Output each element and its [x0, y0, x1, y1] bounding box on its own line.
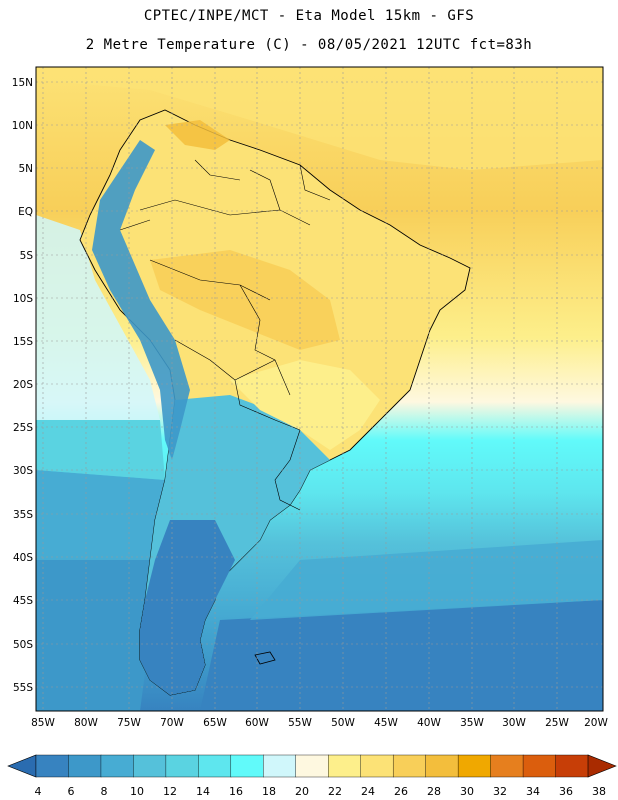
lat-label: 20S: [13, 379, 33, 391]
map-frame: [35, 66, 604, 712]
central-south-warm: [230, 360, 380, 450]
lat-label: EQ: [18, 206, 33, 218]
temperature-map: 15N 10N 5N EQ 5S 10S 15S 20S 25S 30S 35S…: [12, 66, 608, 729]
colorbar-label: 10: [130, 785, 144, 798]
colorbar-cell: [133, 754, 167, 778]
colorbar-label: 22: [328, 785, 342, 798]
lat-label: 5S: [20, 250, 34, 262]
lat-label: 35S: [13, 509, 33, 521]
colorbar-label: 28: [427, 785, 441, 798]
lon-label: 65W: [203, 717, 227, 729]
lat-label: 40S: [13, 552, 33, 564]
colorbar-label: 6: [68, 785, 75, 798]
lon-label: 45W: [374, 717, 398, 729]
lat-label: 15S: [13, 336, 33, 348]
latitude-labels: 15N 10N 5N EQ 5S 10S 15S 20S 25S 30S 35S…: [12, 77, 34, 694]
lon-label: 85W: [31, 717, 55, 729]
colorbar-cell: [35, 754, 69, 778]
lon-label: 25W: [545, 717, 569, 729]
left-arrow-icon: [7, 754, 37, 778]
colorbar-cell: [360, 754, 394, 778]
title-line-2: 2 Metre Temperature (C) - 08/05/2021 12U…: [85, 37, 533, 53]
lat-label: 55S: [13, 682, 33, 694]
title-line-1: CPTEC/INPE/MCT - Eta Model 15km - GFS: [143, 8, 475, 24]
colorbar-cell: [490, 754, 524, 778]
lon-label: 55W: [288, 717, 312, 729]
lon-label: 35W: [460, 717, 484, 729]
colorbar-cell: [522, 754, 557, 778]
lon-label: 70W: [160, 717, 184, 729]
colorbar-label: 36: [559, 785, 573, 798]
lon-label: 30W: [502, 717, 526, 729]
colorbar-cells: [35, 754, 589, 778]
atlantic-mid-band: [250, 540, 603, 620]
lat-label: 30S: [13, 465, 33, 477]
colorbar-label: 20: [295, 785, 309, 798]
colorbar-label: 14: [196, 785, 210, 798]
colorbar-labels: 4 6 8 10 12 14 16 18 20 22 24 26 28 30 3…: [35, 785, 607, 798]
brazil-interior-warm: [150, 250, 340, 350]
colorbar-label: 26: [394, 785, 408, 798]
colorbar-label: 34: [526, 785, 540, 798]
warm-north-band: [36, 67, 603, 170]
lat-label: 25S: [13, 422, 33, 434]
colorbar-cell: [230, 754, 264, 778]
graticule: [36, 67, 603, 711]
colorbar-cell: [100, 754, 134, 778]
longitude-labels: 85W 80W 75W 70W 65W 60W 55W 50W 45W 40W …: [31, 717, 608, 729]
colorbar-cell: [392, 754, 427, 778]
pacific-mid-band: [36, 470, 165, 560]
colorbar-cell: [328, 754, 362, 778]
lon-label: 20W: [584, 717, 608, 729]
lon-label: 40W: [417, 717, 441, 729]
patagonia-colder: [140, 520, 235, 695]
colorbar-cell: [555, 754, 589, 778]
right-arrow-icon: [587, 754, 617, 778]
colorbar-label: 8: [101, 785, 108, 798]
falkland-islands: [254, 651, 276, 665]
colorbar: 4 6 8 10 12 14 16 18 20 22 24 26 28 30 3…: [7, 754, 617, 798]
colorbar-cell: [425, 754, 459, 778]
lon-label: 60W: [245, 717, 269, 729]
lat-label: 15N: [12, 77, 33, 89]
lon-label: 50W: [331, 717, 355, 729]
colorbar-label: 32: [493, 785, 507, 798]
colorbar-label: 24: [361, 785, 375, 798]
colorbar-label: 30: [460, 785, 474, 798]
colorbar-cell: [68, 754, 102, 778]
colorbar-cell: [263, 754, 297, 778]
lon-label: 80W: [74, 717, 98, 729]
country-borders: [119, 159, 331, 511]
colorbar-cell: [198, 754, 232, 778]
atlantic-south-cold: [200, 600, 603, 711]
north-coast-hot: [165, 120, 230, 150]
pacific-cyan-band: [36, 420, 165, 480]
lat-label: 10S: [13, 293, 33, 305]
colorbar-label: 16: [229, 785, 243, 798]
lon-label: 75W: [117, 717, 141, 729]
lat-label: 5N: [18, 163, 33, 175]
colorbar-label: 18: [262, 785, 276, 798]
colorbar-label: 38: [592, 785, 606, 798]
colorbar-cell: [165, 754, 199, 778]
lat-label: 50S: [13, 639, 33, 651]
colorbar-cell: [457, 754, 492, 778]
andes-cold-strip: [92, 140, 190, 460]
lat-label: 45S: [13, 595, 33, 607]
map-field: [36, 67, 603, 711]
colorbar-label: 4: [35, 785, 42, 798]
lat-label: 10N: [12, 120, 33, 132]
colorbar-cell: [295, 754, 329, 778]
colorbar-label: 12: [163, 785, 177, 798]
